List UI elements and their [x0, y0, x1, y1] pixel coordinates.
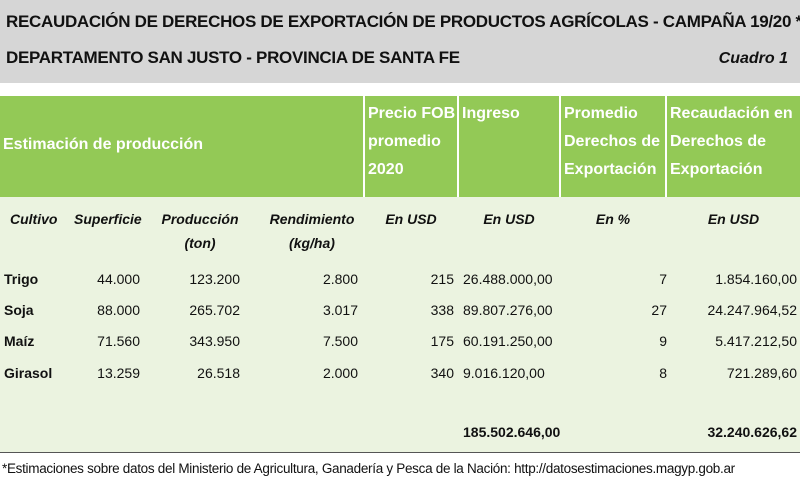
cell-promedio: 7 — [659, 271, 667, 287]
table-number: Cuadro 1 — [718, 50, 788, 67]
cell-rendimiento: 7.500 — [322, 333, 358, 349]
header-line: Promedio — [564, 105, 638, 122]
cell-cultivo: Trigo — [4, 271, 39, 287]
cell-recaudacion: 24.247.964,52 — [707, 302, 797, 318]
cell-recaudacion: 5.417.212,50 — [715, 333, 797, 349]
cell-promedio: 8 — [659, 365, 667, 381]
subheader-promedio-unit: En % — [595, 211, 631, 227]
header-line: Derechos de — [564, 133, 661, 150]
cell-superficie: 44.000 — [97, 271, 140, 287]
header-line: Exportación — [670, 161, 763, 178]
header-line: Recaudación en — [670, 105, 793, 122]
footnote: *Estimaciones sobre datos del Ministerio… — [2, 461, 735, 476]
header-line: promedio — [368, 133, 441, 150]
column-separator — [665, 96, 667, 197]
cell-precio: 175 — [430, 333, 454, 349]
column-separator — [457, 96, 459, 197]
subheader-recaudacion-unit: En USD — [707, 211, 760, 227]
header-line: Derechos de — [670, 133, 767, 150]
cell-cultivo: Girasol — [4, 365, 53, 381]
column-separator — [363, 96, 365, 197]
subheader-ingreso-unit: En USD — [483, 211, 535, 227]
cell-precio: 340 — [430, 365, 454, 381]
header-recaudacion: Recaudación en Derechos de Exportación — [667, 96, 800, 197]
page-subtitle: DEPARTAMENTO SAN JUSTO - PROVINCIA DE SA… — [6, 48, 460, 67]
header-ingreso: Ingreso — [459, 96, 559, 197]
total-recaudacion: 32.240.626,62 — [707, 424, 797, 440]
cell-promedio: 27 — [651, 302, 667, 318]
table-body: Cultivo Superficie Producción (ton) Rend… — [0, 197, 800, 452]
cell-cultivo: Maíz — [4, 333, 35, 349]
cell-ingreso: 60.191.250,00 — [463, 333, 553, 349]
cell-superficie: 13.259 — [97, 365, 140, 381]
header-precio-fob: Precio FOB promedio 2020 — [365, 96, 457, 197]
footer-divider — [0, 452, 800, 453]
subheader-line: (kg/ha) — [289, 235, 335, 251]
cell-ingreso: 9.016.120,00 — [463, 365, 545, 381]
cell-produccion: 123.200 — [189, 271, 240, 287]
subheader-line: Producción — [161, 211, 239, 227]
page-title: RECAUDACIÓN DE DERECHOS DE EXPORTACIÓN D… — [6, 12, 800, 31]
table-group-header: Estimación de producción Precio FOB prom… — [0, 96, 800, 197]
subheader-line: (ton) — [184, 235, 216, 251]
subheader-precio-unit: En USD — [385, 211, 437, 227]
cell-rendimiento: 3.017 — [322, 302, 358, 318]
cell-superficie: 71.560 — [97, 333, 140, 349]
cell-ingreso: 26.488.000,00 — [463, 271, 553, 287]
header-line: 2020 — [368, 161, 404, 178]
subheader-superficie: Superficie — [74, 211, 142, 227]
header-line: Exportación — [564, 161, 657, 178]
cell-recaudacion: 1.854.160,00 — [715, 271, 797, 287]
cell-cultivo: Soja — [4, 302, 34, 318]
header-estimacion: Estimación de producción — [3, 136, 204, 153]
header-line: Precio FOB — [368, 105, 456, 122]
subheader-produccion: Producción (ton) — [150, 207, 250, 255]
cell-rendimiento: 2.000 — [322, 365, 358, 381]
subheader-rendimiento: Rendimiento (kg/ha) — [262, 207, 362, 255]
total-ingreso: 185.502.646,00 — [463, 424, 561, 440]
cell-recaudacion: 721.289,60 — [726, 365, 797, 381]
title-banner: RECAUDACIÓN DE DERECHOS DE EXPORTACIÓN D… — [0, 0, 800, 83]
cell-precio: 338 — [430, 302, 454, 318]
cell-superficie: 88.000 — [97, 302, 140, 318]
header-line: Ingreso — [462, 105, 520, 122]
column-separator — [559, 96, 561, 197]
subheader-cultivo: Cultivo — [10, 211, 58, 227]
cell-rendimiento: 2.800 — [322, 271, 358, 287]
header-promedio-derechos: Promedio Derechos de Exportación — [561, 96, 665, 197]
cell-ingreso: 89.807.276,00 — [463, 302, 553, 318]
subheader-line: Rendimiento — [269, 211, 355, 227]
cell-produccion: 26.518 — [197, 365, 240, 381]
cell-produccion: 265.702 — [189, 302, 240, 318]
cell-produccion: 343.950 — [189, 333, 240, 349]
cell-precio: 215 — [430, 271, 454, 287]
cell-promedio: 9 — [659, 333, 667, 349]
